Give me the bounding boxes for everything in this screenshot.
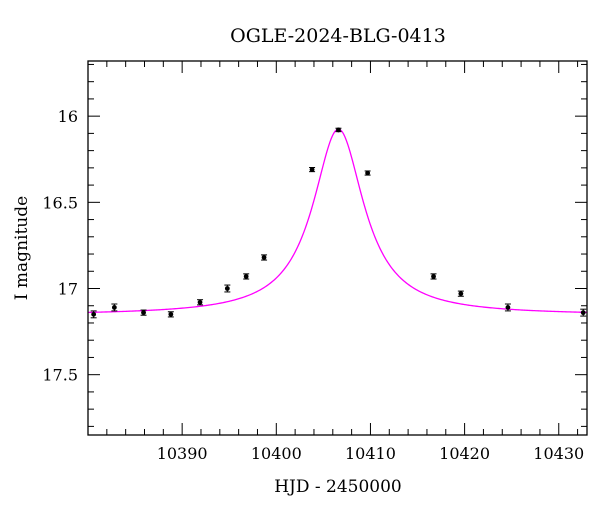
data-marker	[580, 310, 586, 316]
data-marker	[505, 305, 511, 310]
data-marker	[309, 167, 315, 172]
plot-frame	[87, 60, 588, 436]
data-point	[140, 309, 147, 316]
data-point	[111, 303, 118, 312]
data-point	[309, 167, 316, 173]
axis-ticks	[87, 61, 587, 435]
tick-labels: 10390 10400 10410 10420 10430 16 16.5 17 17.5	[42, 107, 584, 463]
x-tick-label: 10420	[439, 444, 490, 463]
model-curve	[87, 128, 588, 314]
data-point	[364, 170, 371, 176]
x-tick-label: 10390	[157, 444, 208, 463]
data-marker	[458, 291, 464, 297]
data-marker	[336, 127, 341, 133]
data-point	[90, 310, 97, 319]
data-marker	[261, 255, 267, 260]
chart-title: OGLE-2024-BLG-0413	[230, 25, 446, 47]
y-tick-label: 16	[58, 107, 78, 126]
y-tick-label: 16.5	[42, 193, 78, 212]
x-tick-label: 10400	[251, 444, 302, 463]
data-marker	[168, 311, 174, 317]
data-points	[90, 127, 587, 319]
data-point	[243, 273, 250, 280]
data-marker	[365, 170, 371, 176]
data-point	[457, 290, 464, 297]
data-point	[197, 299, 204, 306]
data-point	[504, 303, 511, 312]
y-axis-label: I magnitude	[12, 196, 32, 300]
x-axis-label: HJD - 2450000	[274, 477, 402, 497]
data-marker	[197, 299, 203, 305]
x-tick-label: 10410	[345, 444, 396, 463]
data-point	[430, 273, 437, 280]
y-tick-label: 17.5	[42, 366, 78, 385]
data-point	[261, 254, 268, 261]
y-tick-label: 17	[58, 280, 78, 299]
data-marker	[224, 286, 230, 291]
data-point	[167, 311, 174, 318]
data-marker	[91, 311, 97, 317]
data-marker	[243, 274, 249, 279]
data-marker	[111, 305, 117, 310]
data-point	[335, 127, 342, 133]
data-point	[580, 308, 587, 317]
data-marker	[141, 310, 146, 316]
data-marker	[431, 274, 436, 279]
x-tick-label: 10430	[533, 444, 584, 463]
data-point	[224, 284, 231, 293]
